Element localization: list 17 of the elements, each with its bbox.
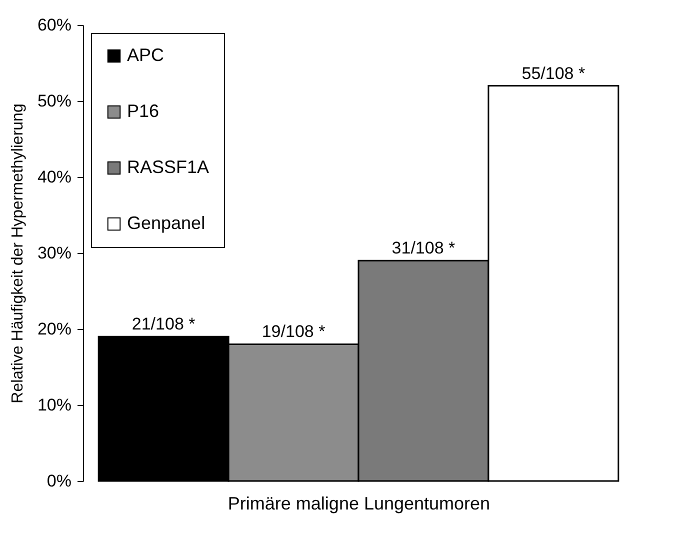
- legend-label: APC: [127, 45, 164, 65]
- y-tick-label: 60%: [37, 16, 72, 34]
- y-tick-label: 30%: [37, 244, 72, 262]
- legend-label: Genpanel: [127, 213, 206, 233]
- y-tick-label: 0%: [46, 472, 72, 490]
- data-label: 21/108 *: [132, 314, 196, 334]
- legend-label: P16: [127, 101, 160, 121]
- legend-label: RASSF1A: [127, 157, 210, 177]
- data-label: 19/108 *: [262, 322, 326, 342]
- y-tick-label: 40%: [37, 168, 72, 186]
- data-label: 31/108 *: [392, 238, 456, 258]
- data-label: 55/108 *: [522, 64, 586, 83]
- y-tick-label: 50%: [37, 92, 72, 110]
- y-axis-title: Relative Häufigkeit der Hypermethylierung: [9, 104, 26, 404]
- y-tick-label: 10%: [37, 396, 72, 414]
- y-tick-label: 20%: [37, 320, 72, 338]
- x-axis-title: Primäre maligne Lungentumoren: [228, 494, 490, 514]
